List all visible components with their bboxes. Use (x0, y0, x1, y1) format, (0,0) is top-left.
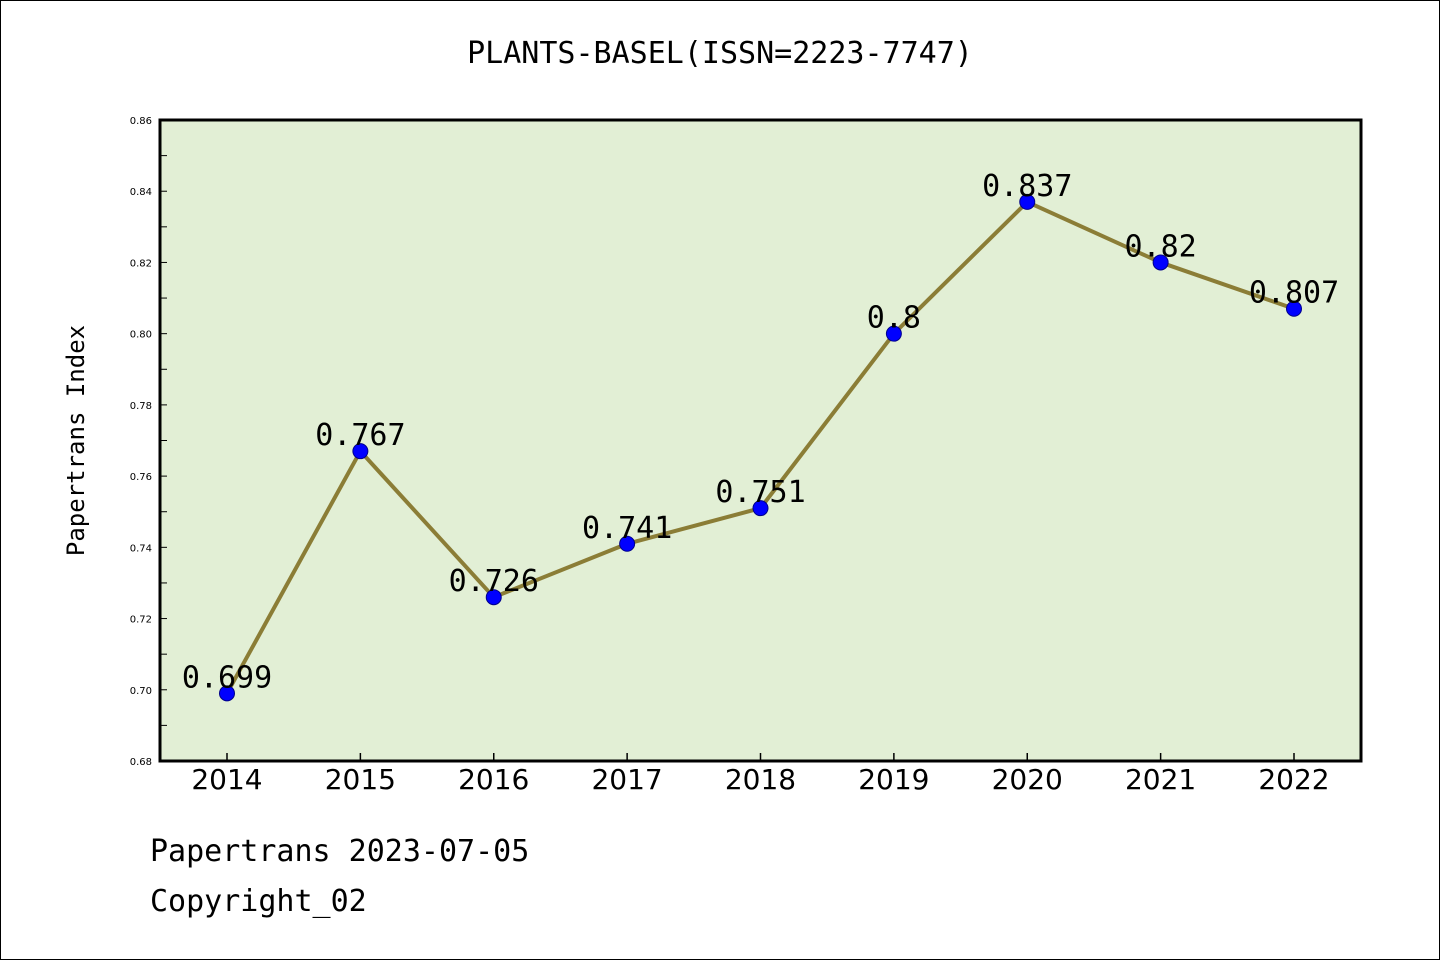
data-label: 0.699 (182, 660, 272, 695)
y-axis: 0.68 0.70 0.72 0.74 0.76 0.78 0.80 0.82 0.84 0.86 (130, 116, 167, 768)
data-point (619, 535, 636, 552)
data-point (1019, 193, 1036, 210)
data-point (752, 500, 769, 517)
data-markers (219, 193, 1302, 702)
data-label: 0.741 (582, 511, 672, 546)
y-tick-label: 0.70 (130, 686, 152, 697)
data-label: 0.8 (867, 301, 921, 336)
y-tick-label: 0.86 (130, 116, 152, 127)
data-point (485, 589, 502, 606)
data-label: 0.82 (1125, 229, 1197, 264)
data-point (219, 685, 235, 702)
y-tick-label: 0.68 (130, 757, 152, 768)
data-label: 0.726 (449, 564, 539, 599)
x-tick-label: 2018 (725, 763, 796, 796)
y-tick-label: 0.76 (130, 472, 152, 483)
y-tick-label: 0.78 (130, 401, 152, 412)
x-axis: 2014 2015 2016 2017 2018 2019 2020 2021 2022 (191, 753, 1330, 796)
plot-border (158, 118, 1363, 763)
x-tick-label: 2019 (858, 763, 929, 796)
data-label: 0.837 (982, 169, 1072, 204)
y-tick-label: 0.80 (130, 330, 152, 341)
x-tick-label: 2016 (458, 763, 529, 796)
footer-date: Papertrans 2023-07-05 (150, 834, 530, 869)
y-tick-label: 0.72 (130, 615, 152, 626)
x-tick-label: 2014 (191, 763, 262, 796)
data-label: 0.807 (1249, 276, 1339, 311)
plot-area (160, 120, 1361, 761)
y-tick-label: 0.84 (130, 187, 152, 198)
footer-copyright: Copyright_02 (150, 884, 367, 919)
x-tick-label: 2021 (1125, 763, 1196, 796)
data-point (1286, 300, 1302, 317)
y-tick-label: 0.82 (130, 258, 152, 269)
data-point (885, 325, 902, 342)
x-tick-label: 2020 (992, 763, 1063, 796)
y-axis-title: Papertrans Index (62, 325, 90, 556)
data-labels: 0.699 0.767 0.726 0.741 0.751 0.8 0.837 0.82 0.8… (182, 169, 1339, 695)
data-label: 0.751 (715, 475, 805, 510)
data-point (1152, 254, 1169, 271)
y-tick-label: 0.74 (130, 543, 152, 554)
chart-title: PLANTS-BASEL(ISSN=2223-7747) (467, 36, 973, 71)
x-tick-label: 2015 (325, 763, 396, 796)
x-tick-label: 2022 (1258, 763, 1329, 796)
data-point (352, 443, 369, 460)
x-tick-label: 2017 (591, 763, 662, 796)
data-label: 0.767 (315, 418, 405, 453)
